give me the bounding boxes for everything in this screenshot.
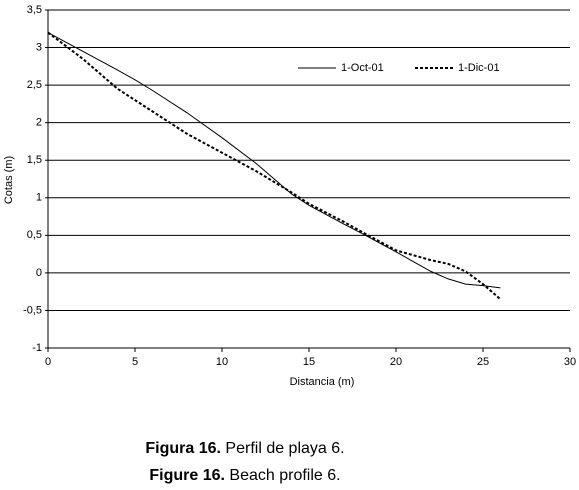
x-tick-label: 15: [303, 356, 315, 368]
x-tick-label: 30: [564, 356, 576, 368]
y-tick-label: 1: [36, 192, 42, 204]
y-tick-label: 0: [36, 267, 42, 279]
data-line: [47, 32, 501, 289]
y-tick-label: -1: [32, 342, 42, 354]
caption-bold: Figure 16.: [149, 467, 225, 484]
caption-line: Figure 16. Beach profile 6.: [0, 462, 490, 489]
x-axis-label: Distancia (m): [290, 376, 355, 388]
caption-text: Beach profile 6.: [224, 467, 341, 484]
caption: Figura 16. Perfil de playa 6. Figure 16.…: [0, 435, 490, 489]
y-axis-label: Cotas (m): [3, 156, 15, 204]
caption-bold: Figura 16.: [145, 440, 221, 457]
x-tick-label: 5: [132, 356, 138, 368]
y-tick-label: 3: [36, 41, 42, 53]
y-tick-label: 0,5: [27, 229, 42, 241]
y-tick-label: -0,5: [23, 304, 42, 316]
y-tick-label: 2: [36, 117, 42, 129]
y-tick-label: 1,5: [27, 154, 42, 166]
legend-label: 1-Dic-01: [458, 62, 500, 74]
legend-label: 1-Oct-01: [341, 62, 384, 74]
x-tick-label: 25: [477, 356, 489, 368]
caption-line: Figura 16. Perfil de playa 6.: [0, 435, 490, 462]
y-tick-label: 2,5: [27, 79, 42, 91]
chart: Distancia (m) Cotas (m) -1 -0,5 0 0,5 1 1,5 2 2…: [3, 4, 576, 388]
y-tick-label: 3,5: [27, 4, 42, 16]
caption-text: Perfil de playa 6.: [220, 440, 345, 457]
data-line: [47, 31, 502, 300]
x-tick-label: 10: [216, 356, 228, 368]
x-tick-label: 0: [45, 356, 51, 368]
x-tick-label: 20: [390, 356, 402, 368]
